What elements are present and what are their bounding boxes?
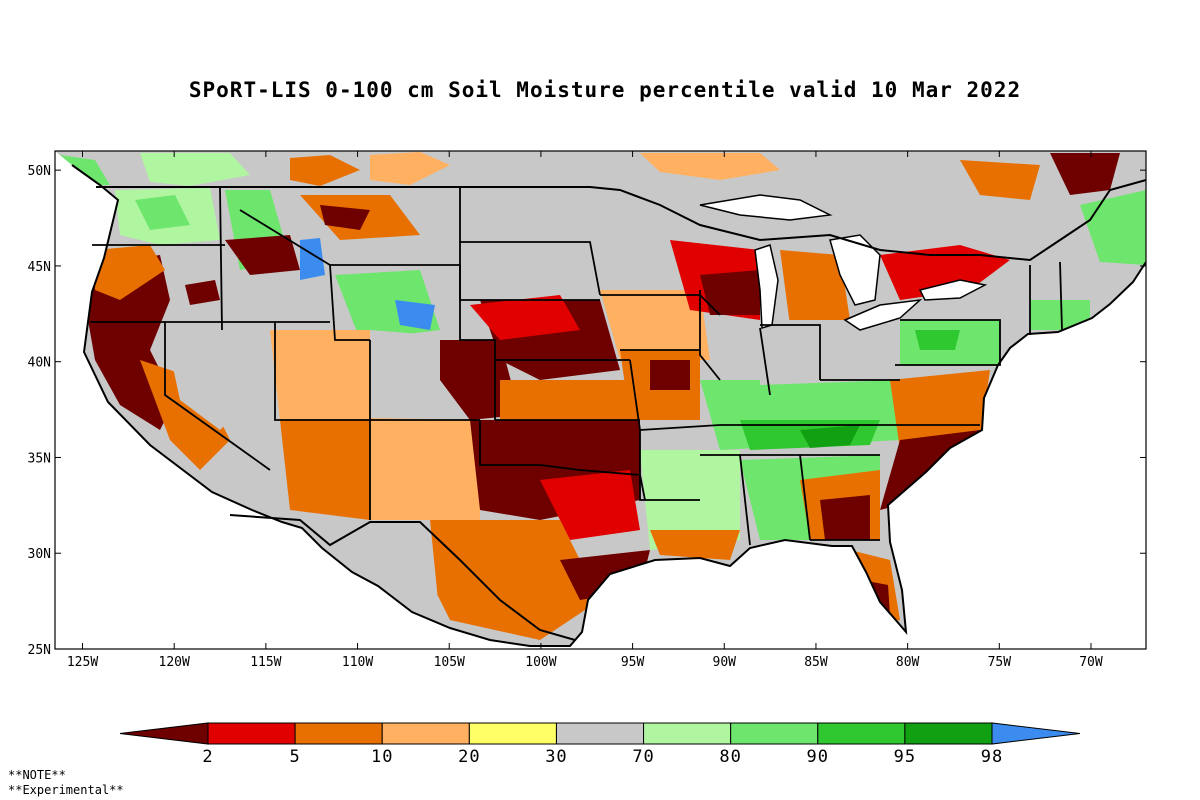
- lat-label: 35N: [28, 451, 51, 466]
- ontario-peach: [640, 153, 780, 180]
- colorbar-label: 10: [371, 747, 393, 767]
- michigan-orange: [780, 250, 850, 325]
- colorbar-label: 20: [458, 747, 480, 767]
- indiana-ohio-gray: [760, 320, 900, 385]
- lon-label: 125W: [67, 655, 98, 670]
- appalachia-darkgreen: [800, 425, 860, 448]
- nebraska-red: [470, 295, 580, 340]
- colorbar-swatch: [381, 722, 470, 745]
- lat-label: 30N: [28, 547, 51, 562]
- colorbar-swatch: [555, 722, 645, 745]
- lon-label: 95W: [621, 655, 645, 670]
- lon-label: 105W: [434, 655, 465, 670]
- idaho-darkred: [225, 235, 300, 275]
- lake-ontario: [918, 279, 988, 301]
- lake-huron: [829, 234, 881, 306]
- quebec-darkred: [1050, 153, 1120, 195]
- colorbar-label: 30: [545, 747, 567, 767]
- lon-label: 100W: [525, 655, 556, 670]
- longitude-axis: 125W 120W 115W 110W 105W 100W 95W 90W 85W 80W 75W 7…: [67, 151, 1103, 670]
- lake-superior: [699, 194, 833, 221]
- colorbar-label: 90: [807, 747, 829, 767]
- lat-label: 50N: [28, 164, 51, 179]
- virginia-orange: [890, 370, 990, 450]
- lon-label: 90W: [713, 655, 737, 670]
- alberta-orange: [290, 155, 360, 186]
- quebec-orange: [960, 160, 1040, 200]
- lon-label: 75W: [988, 655, 1012, 670]
- oregon-orange: [95, 245, 165, 300]
- arizona-orange: [280, 420, 370, 520]
- colorbar-swatch: [904, 722, 993, 745]
- lon-label: 85W: [804, 655, 828, 670]
- sask-peach: [370, 152, 450, 185]
- washington-green: [135, 195, 190, 230]
- colorbar-swatch: [207, 722, 296, 745]
- note-label: **NOTE**: [8, 768, 66, 782]
- montana-darkred: [320, 205, 370, 230]
- lat-label: 25N: [28, 643, 51, 658]
- us-mexico-border: [229, 514, 576, 641]
- iowa-peach: [600, 290, 710, 360]
- lat-label: 45N: [28, 260, 51, 275]
- colorbar-high-arrow: [991, 722, 1081, 745]
- kansas-orange: [500, 380, 630, 420]
- lat-label: 40N: [28, 356, 51, 371]
- lon-label: 115W: [250, 655, 281, 670]
- oregon-darkred-spot: [185, 280, 220, 305]
- lon-label: 70W: [1079, 655, 1103, 670]
- colorbar-label: 95: [894, 747, 916, 767]
- colorbar-label: 2: [202, 747, 213, 767]
- wyoming-blue: [300, 238, 325, 280]
- nevada-gray: [165, 330, 250, 430]
- coastline: [71, 164, 1146, 647]
- colorbar-swatch: [730, 722, 819, 745]
- lake-erie: [843, 298, 923, 331]
- experimental-label: **Experimental**: [8, 783, 124, 797]
- soil-moisture-field: [55, 151, 1146, 647]
- colorbar-label: 70: [632, 747, 654, 767]
- missouri-darkred: [650, 360, 690, 390]
- louisiana-orange: [650, 530, 740, 560]
- state-borders: [90, 187, 1063, 546]
- colorbar-label: 98: [981, 747, 1003, 767]
- colorbar: 2 5 10 20 30 70 80 90 95 98: [119, 722, 1081, 767]
- pennsylvania-darkgreen: [915, 330, 960, 350]
- texas-south-orange: [420, 520, 600, 640]
- mexico-gray: [320, 520, 440, 620]
- socal-orange: [140, 360, 230, 470]
- new-england-green: [1030, 300, 1090, 330]
- texas-red: [540, 470, 640, 540]
- utah-peach: [270, 330, 370, 420]
- colorbar-swatch: [817, 722, 906, 745]
- wyoming-blue-2: [395, 300, 435, 330]
- colorbar-low-arrow: [119, 722, 209, 745]
- colorbar-swatch: [468, 722, 557, 745]
- wisconsin-darkred: [700, 270, 760, 315]
- lon-label: 120W: [159, 655, 190, 670]
- map-frame: [54, 150, 1147, 650]
- georgia-darkred: [820, 495, 870, 540]
- colorbar-label: 5: [289, 747, 300, 767]
- latitude-axis: 50N 45N 40N 35N 30N 25N: [28, 164, 1146, 658]
- map-title: SPoRT-LIS 0-100 cm Soil Moisture percent…: [189, 78, 1021, 102]
- bc-lightgreen: [140, 153, 250, 186]
- lon-label: 110W: [342, 655, 373, 670]
- lon-label: 80W: [896, 655, 920, 670]
- us-canada-border: [96, 179, 1146, 262]
- colorbar-swatch: [643, 722, 732, 745]
- colorbar-swatch: [294, 722, 383, 745]
- colorbar-label: 80: [719, 747, 741, 767]
- newmexico-peach: [370, 418, 480, 520]
- ontario-south-red: [880, 245, 1010, 300]
